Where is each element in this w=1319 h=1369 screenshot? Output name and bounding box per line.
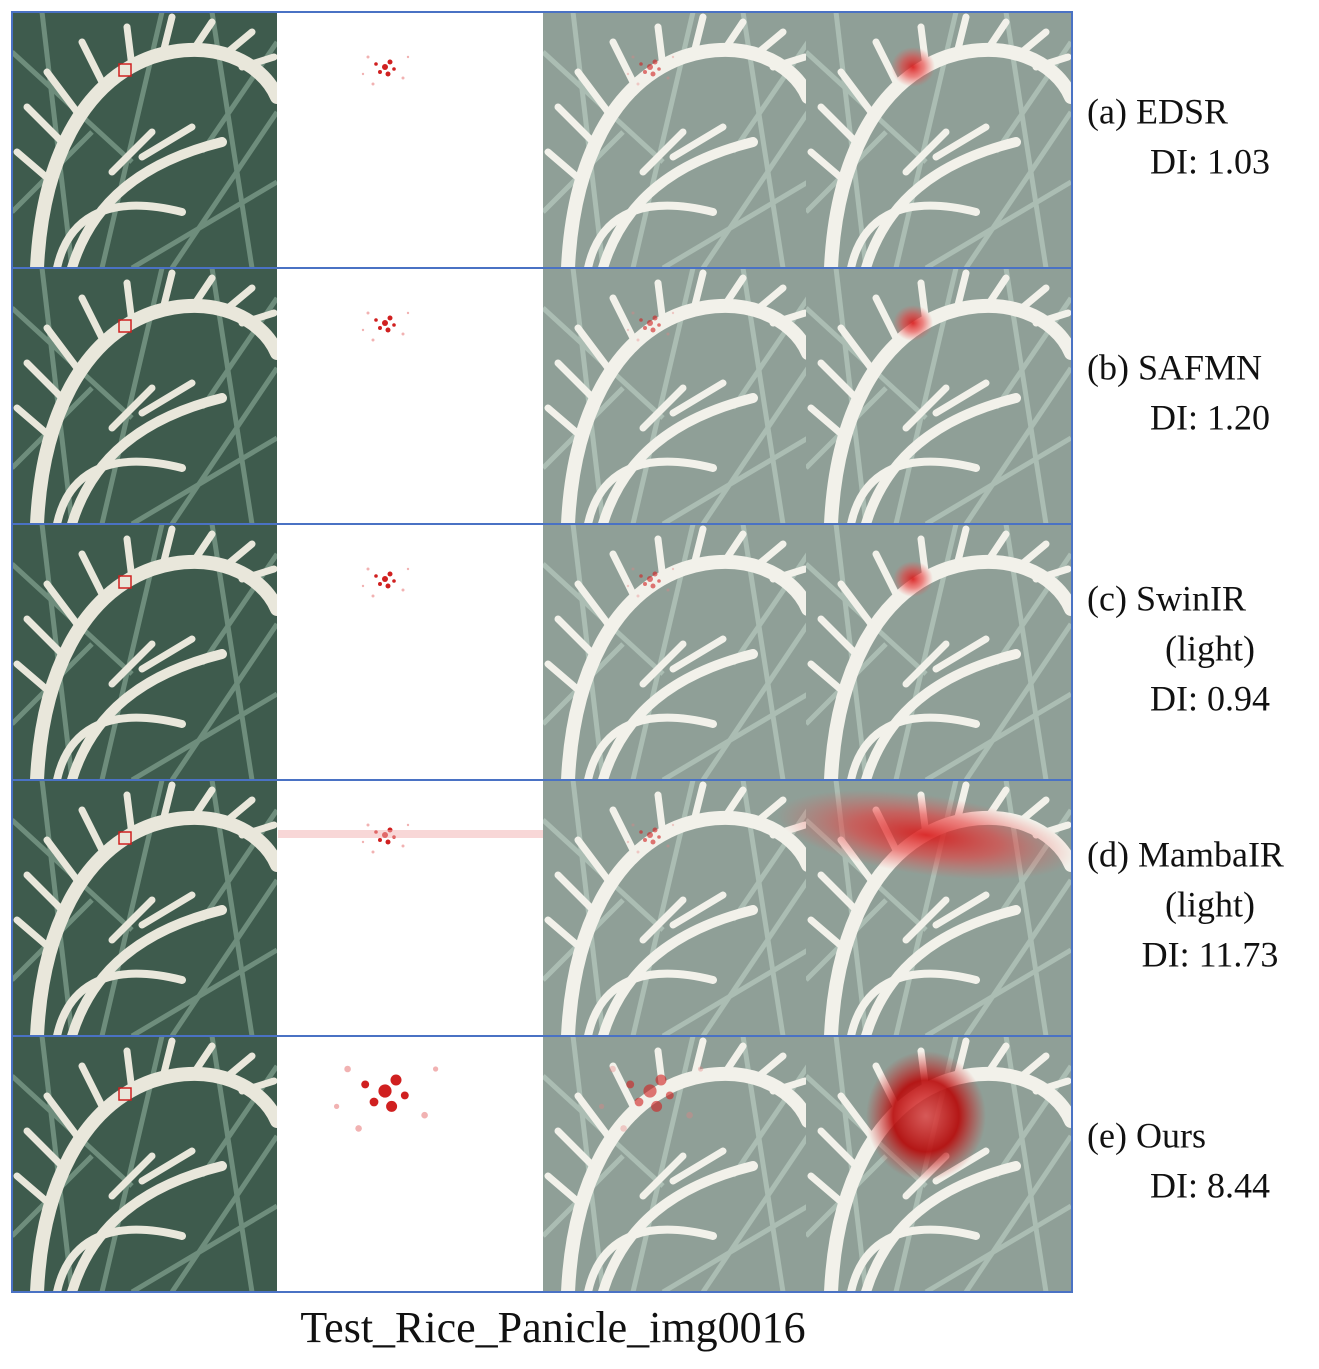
faded-overlay (543, 524, 808, 780)
label-line: DI: 11.73 (1142, 934, 1279, 974)
input-image (12, 12, 277, 268)
heat-blob (777, 790, 1075, 880)
scene (12, 524, 277, 780)
faded-overlay (543, 268, 808, 524)
label-line: (light) (1165, 628, 1255, 668)
method-label: (d) MambaIR (1087, 834, 1284, 874)
input-image (12, 780, 277, 1036)
fade (543, 524, 808, 780)
heatmap-overlay (806, 12, 1071, 268)
label-line: DI: 8.44 (1150, 1165, 1270, 1205)
scene (12, 780, 277, 1036)
attribution-map (278, 1036, 543, 1292)
attribution-map (278, 268, 543, 524)
method-label: (e) Ours (1087, 1115, 1206, 1155)
caption: Test_Rice_Panicle_img0016 (300, 1303, 805, 1352)
roi-box (118, 63, 132, 77)
method-label: (a) EDSR (1087, 91, 1228, 131)
scene (12, 12, 277, 268)
fade (543, 12, 808, 268)
label-line: DI: 1.03 (1150, 141, 1270, 181)
faded-overlay (543, 1036, 808, 1292)
spread-band (278, 830, 543, 838)
heatmap-overlay (806, 1036, 1071, 1292)
map-bg (278, 524, 543, 780)
heatmap-overlay (806, 268, 1071, 524)
roi-box (118, 575, 132, 589)
heat-blob (866, 1051, 986, 1181)
input-image (12, 268, 277, 524)
faded-overlay (543, 780, 808, 1036)
map-bg (278, 12, 543, 268)
label-line: DI: 1.20 (1150, 397, 1270, 437)
input-image (12, 1036, 277, 1292)
roi-box (118, 831, 132, 845)
input-image (12, 524, 277, 780)
fade (543, 268, 808, 524)
scene (12, 268, 277, 524)
heatmap-overlay (777, 775, 1080, 1036)
heat-blob (891, 47, 935, 87)
label-line: DI: 0.94 (1150, 678, 1270, 718)
map-bg (278, 1036, 543, 1292)
fade (806, 12, 1071, 268)
roi-box (118, 319, 132, 333)
label-line: (light) (1165, 884, 1255, 924)
fade (543, 780, 808, 1036)
faded-overlay (543, 12, 808, 268)
result-row: (e) Ours DI: 8.44 (12, 1036, 1270, 1292)
row-frame (11, 1035, 1073, 1293)
result-row: (a) EDSR DI: 1.03 (12, 12, 1270, 268)
method-label: (c) SwinIR (1087, 578, 1246, 618)
attribution-map (278, 524, 543, 780)
fade (806, 268, 1071, 524)
roi-box (118, 1087, 132, 1101)
fade (543, 1036, 808, 1292)
fade (806, 524, 1071, 780)
map-bg (278, 268, 543, 524)
heatmap-overlay (806, 524, 1071, 780)
method-label: (b) SAFMN (1087, 347, 1262, 387)
panel-grid: (a) EDSR DI: 1.03 (b) SAFMN DI: 1.20 (c) Swi… (12, 12, 1284, 1292)
heat-blob (893, 305, 933, 341)
map-bg (278, 780, 543, 1036)
result-row: (d) MambaIR (light) DI: 11.73 (12, 775, 1284, 1036)
scene (12, 1036, 277, 1292)
result-row: (b) SAFMN DI: 1.20 (12, 268, 1270, 524)
result-row: (c) SwinIR (light) DI: 0.94 (12, 524, 1270, 780)
attribution-map (278, 12, 543, 268)
heat-blob (893, 561, 933, 597)
attribution-map (278, 780, 543, 1036)
